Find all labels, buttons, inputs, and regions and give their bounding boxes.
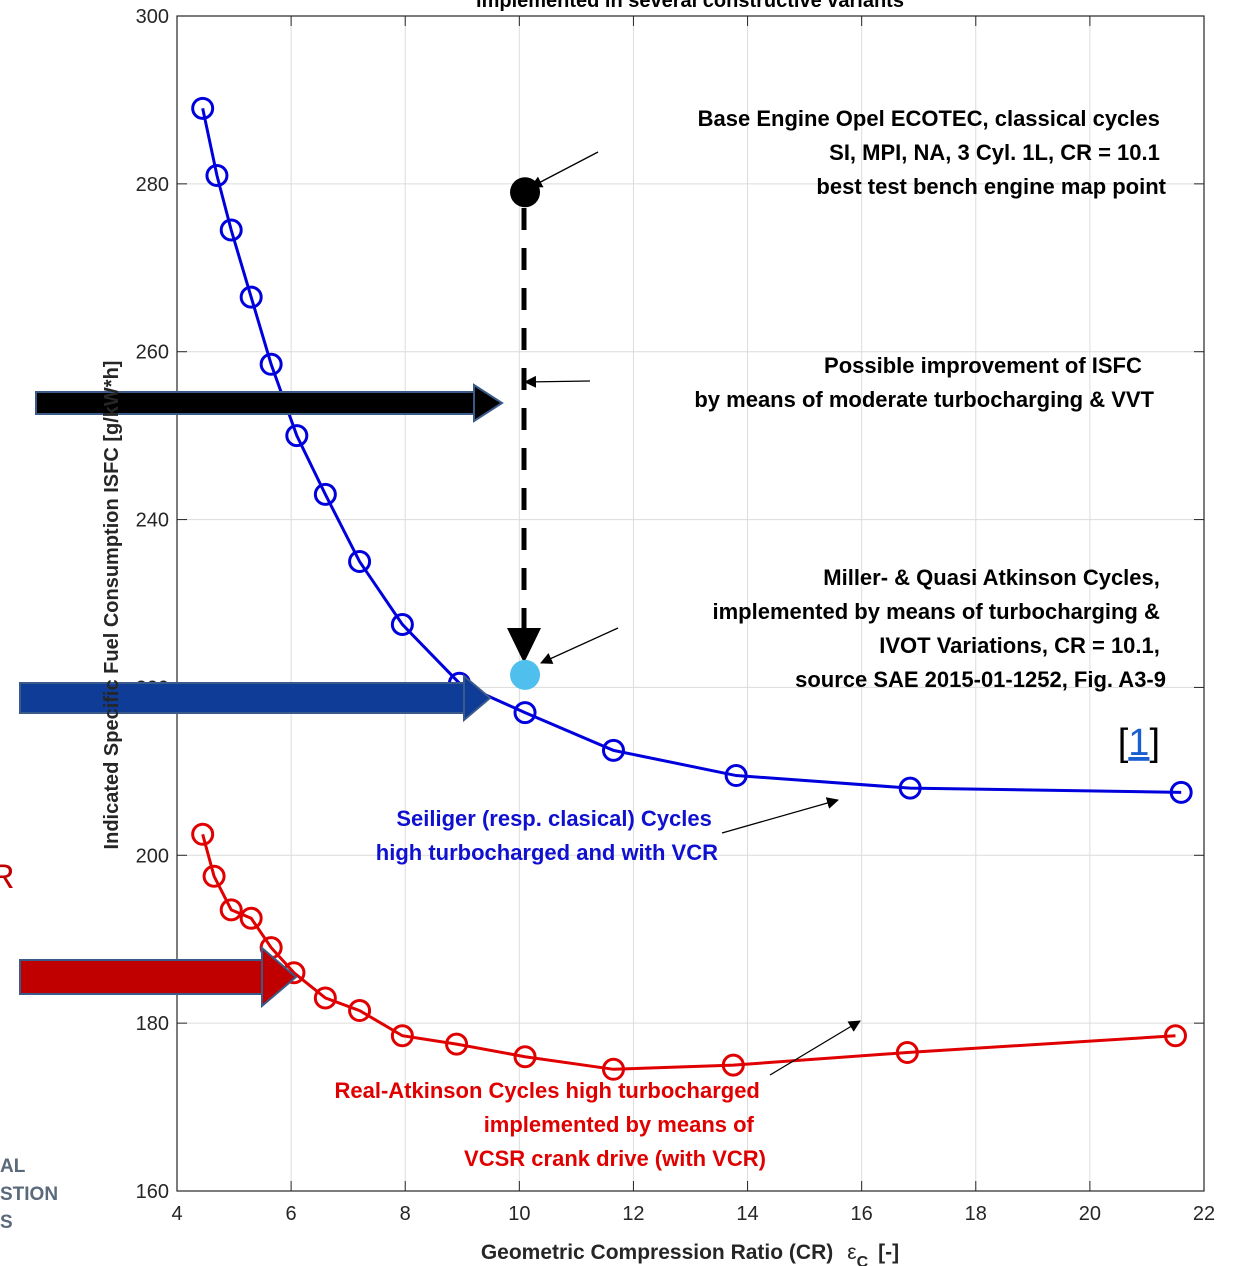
series-1-marker [285,424,309,448]
blue-block-arrow [19,673,492,723]
leader-improvement [524,375,591,388]
x-axis-label-text: Geometric Compression Ratio (CR) [481,1241,833,1264]
reference-link[interactable]: [1] [1118,722,1160,764]
y-tick-label: 200 [136,845,169,867]
black-block-arrow [35,383,504,423]
reference-close-bracket: ] [1149,722,1160,764]
series-2-marker [721,1053,745,1077]
reference-number: 1 [1128,722,1149,764]
annotation-improvement: Possible improvement of ISFC by means of… [694,353,1154,412]
series-line-2 [201,833,1176,1071]
improvement-arrowhead [507,628,541,663]
series-1-marker [348,550,372,574]
series-2-marker [313,986,337,1010]
series-2-marker [601,1057,625,1081]
x-tick-label: 6 [286,1203,297,1225]
series-2-marker [191,822,215,846]
series-1-marker [259,352,283,376]
x-tick-label: 20 [1079,1203,1101,1225]
reference-open-bracket: [ [1118,722,1129,764]
y-axis-label: Indicated Specific Fuel Consumption ISFC… [101,361,123,850]
x-tick-label: 8 [400,1203,411,1225]
series-1-marker [513,701,537,725]
series-2-marker [239,906,263,930]
annotation-real-atkinson: Real-Atkinson Cycles high turbocharged i… [334,1078,766,1171]
series-1-marker [601,738,625,762]
leader-real-atkinson [769,1020,861,1076]
series-1-marker [191,96,215,120]
x-axis-unit: [-] [878,1241,899,1264]
series-1-marker [724,764,748,788]
x-tick-label: 4 [171,1203,182,1225]
y-tick-label: 260 [136,342,169,364]
series-2-marker [1163,1024,1187,1048]
series-1-marker [898,776,922,800]
highlight-point-2 [510,659,541,690]
logo-text: AL STION S [0,1156,63,1233]
leader-miller [540,627,619,664]
series-1-marker [390,612,414,636]
x-axis-symbol: ε [847,1241,856,1264]
series-2-marker [202,864,226,888]
y-tick-label: 300 [136,6,169,28]
y-tick-label: 180 [136,1013,169,1035]
series-group [191,96,1193,1081]
annotation-base-engine: Base Engine Opel ECOTEC, classical cycle… [698,106,1167,199]
x-axis-symbol-subscript: C [857,1254,869,1266]
x-tick-label: 14 [736,1203,758,1225]
series-2-marker [219,898,243,922]
series-1-marker [239,285,263,309]
series-2-marker [895,1041,919,1065]
highlight-point-1 [510,177,541,208]
series-line-1 [201,108,1182,794]
series-1-marker [1169,780,1193,804]
x-tick-label: 22 [1193,1203,1215,1225]
x-tick-label: 10 [508,1203,530,1225]
x-tick-label: 12 [622,1203,644,1225]
side-letter: R [0,858,15,896]
x-tick-label: 18 [965,1203,987,1225]
series-1-marker [219,218,243,242]
y-tick-label: 160 [136,1181,169,1203]
annotation-miller: Miller- & Quasi Atkinson Cycles, impleme… [712,565,1166,692]
y-tick-label: 240 [136,510,169,532]
leader-seiliger [721,797,839,834]
series-2-marker [390,1024,414,1048]
x-axis-label: Geometric Compression Ratio (CR) εC [-] [481,1241,899,1266]
series-1-marker [313,482,337,506]
series-2-marker [348,999,372,1023]
series-2-marker [513,1045,537,1069]
axes-box [176,15,1205,1192]
leader-base-engine [530,151,599,188]
series-1-marker [205,163,229,187]
chart-title: implemented in several constructive vari… [476,0,904,12]
x-tick-label: 16 [851,1203,873,1225]
series-2-marker [445,1032,469,1056]
annotation-seiliger: Seiliger (resp. clasical) Cycles high tu… [376,806,718,865]
red-block-arrow [19,945,298,1009]
y-tick-label: 280 [136,174,169,196]
